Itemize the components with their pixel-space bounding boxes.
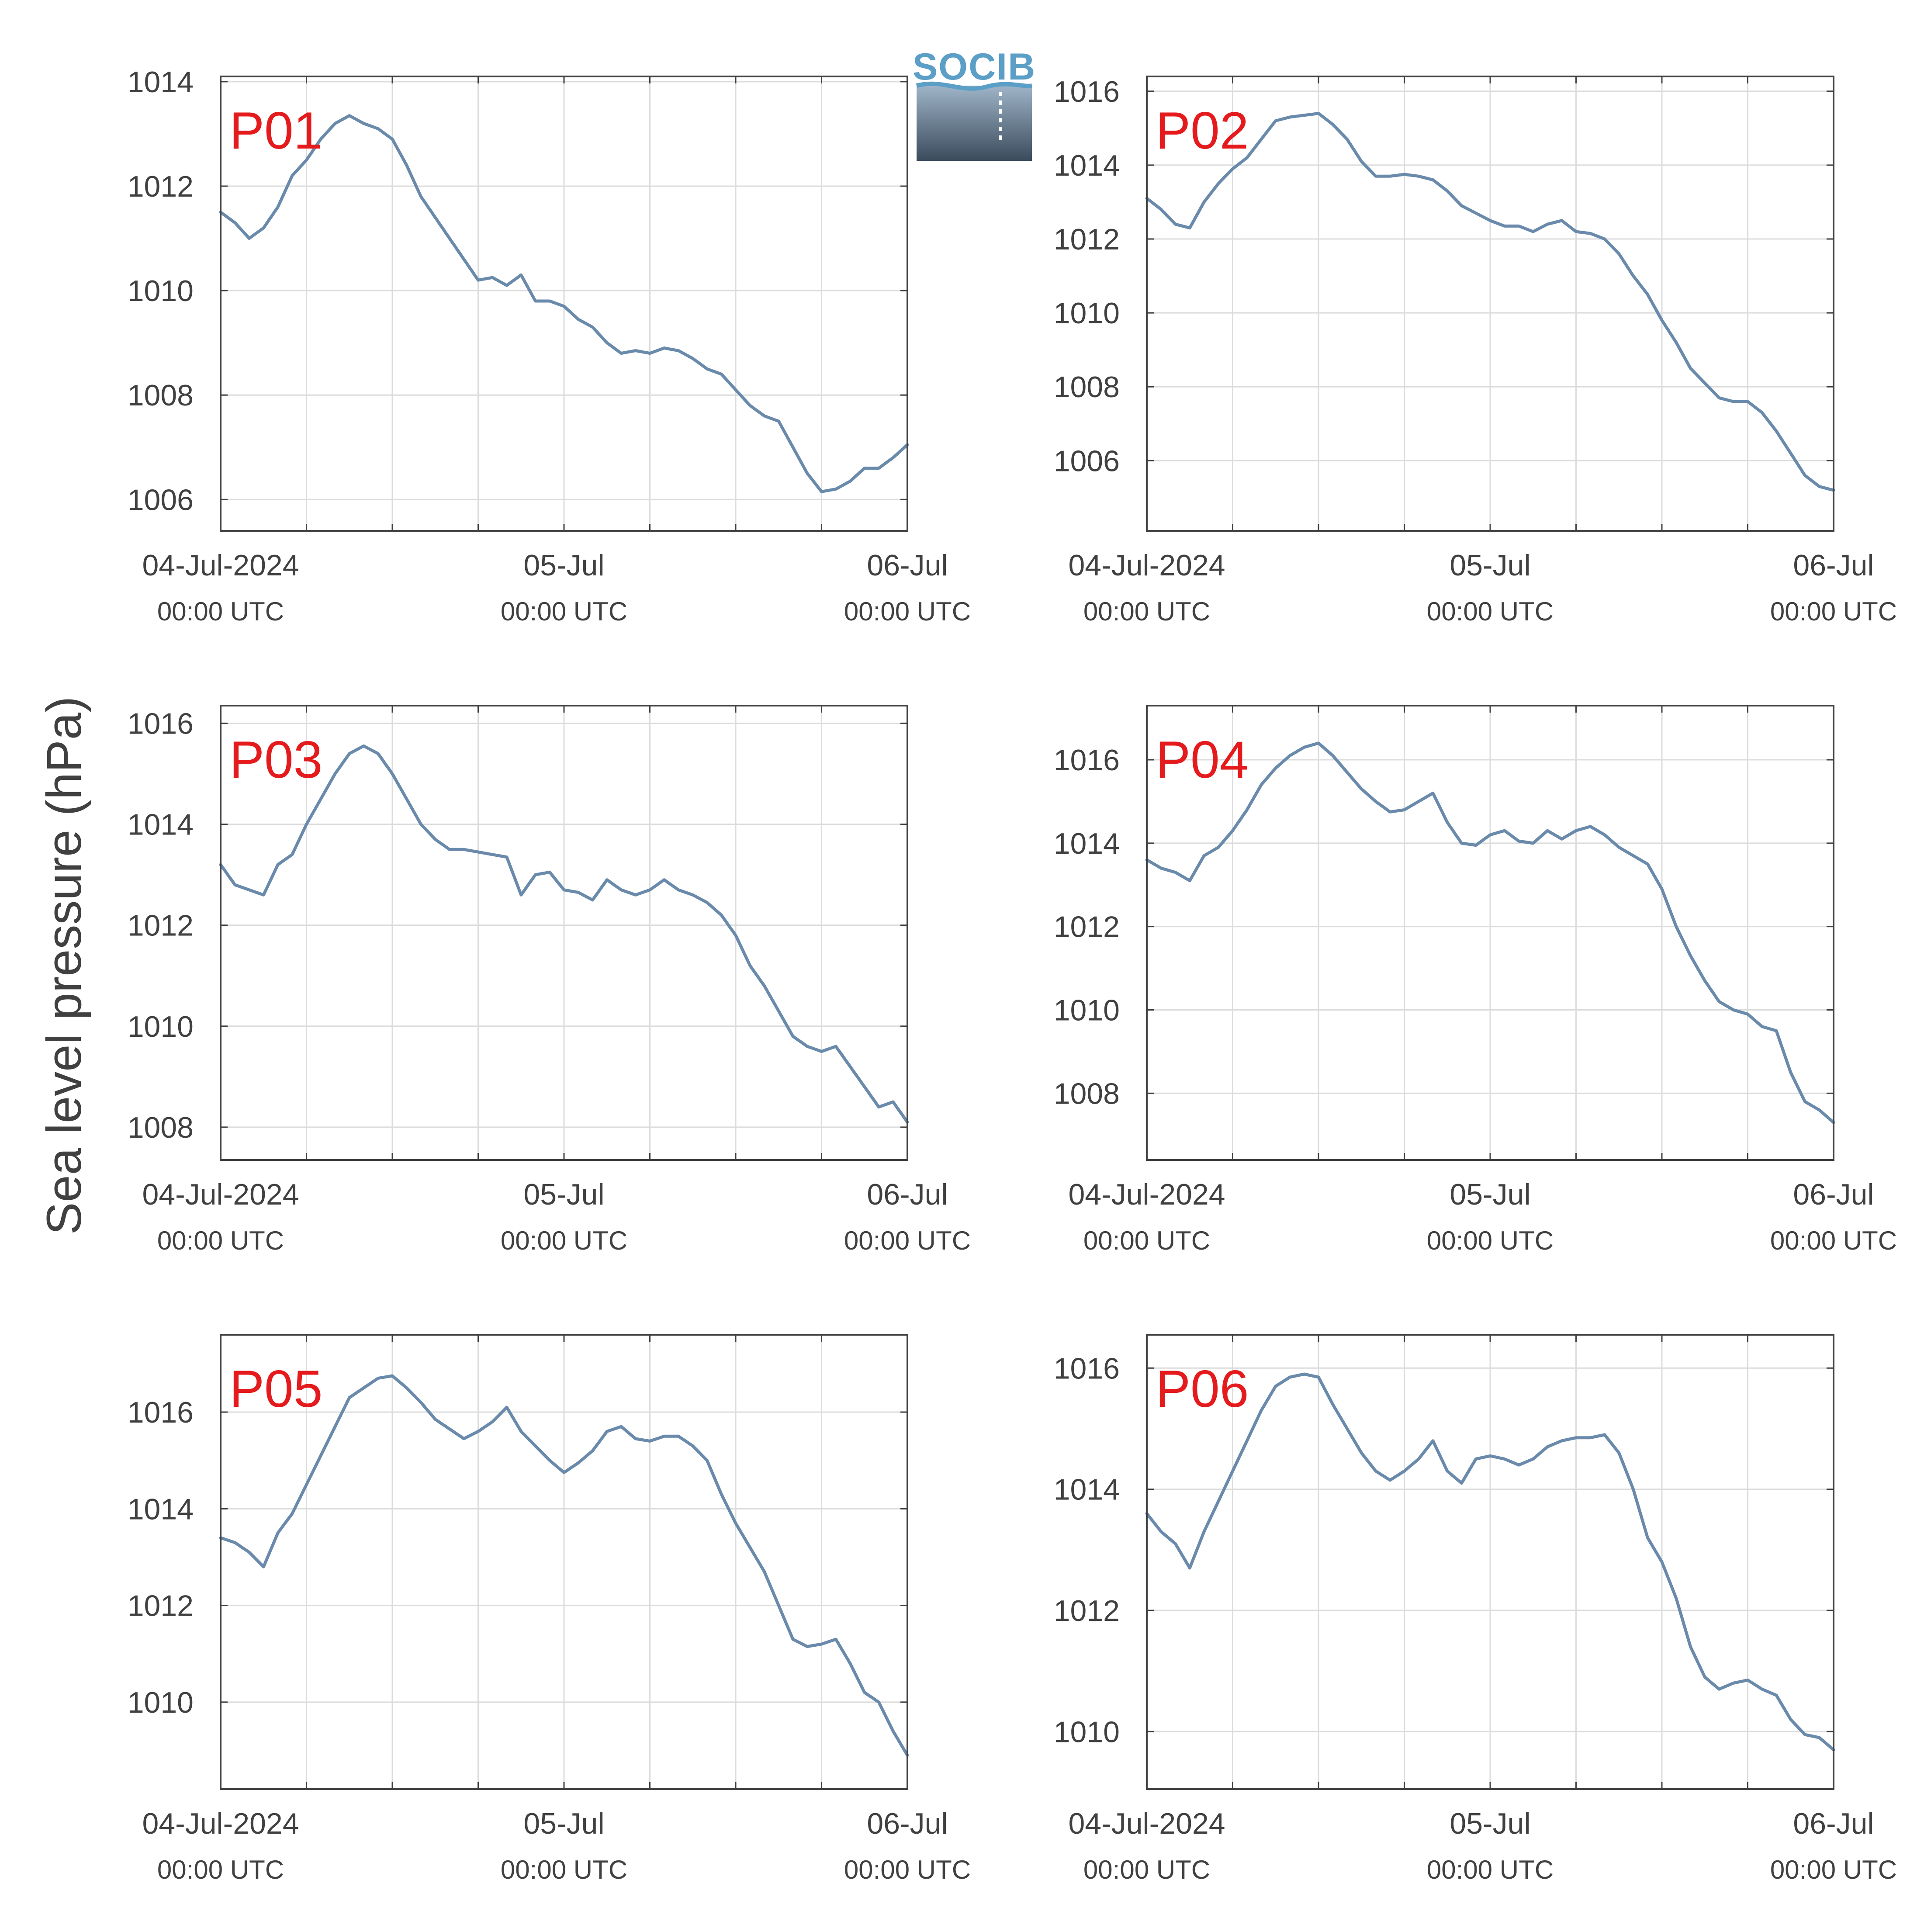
y-tick-label: 1014 [1054, 149, 1120, 182]
axes-frame [220, 705, 908, 1161]
series-line [1145, 741, 1835, 1124]
x-tick-label: 04-Jul-2024 [142, 549, 299, 582]
panel-title: P04 [1156, 731, 1249, 789]
y-tick-label: 1010 [1054, 1715, 1120, 1748]
panel-p01: 1006 1008 1010 1012 1014 04-Jul-2024 00:00 UTC… [128, 66, 971, 626]
axes-frame [1146, 1334, 1834, 1790]
x-tick-sublabel: 00:00 UTC [844, 1855, 971, 1884]
x-tick-label: 06-Jul [1793, 1807, 1874, 1840]
x-tick-label: 06-Jul [867, 1807, 948, 1840]
y-tick-label: 1010 [1054, 297, 1120, 330]
y-tick-label: 1006 [128, 483, 194, 516]
panel-p06: 1010 1012 1014 1016 04-Jul-2024 00:00 UTC 05-J… [1054, 1334, 1897, 1884]
panel-title: P01 [229, 101, 323, 160]
x-tick-label: 05-Jul [523, 1178, 604, 1211]
y-tick-label: 1008 [1054, 1077, 1120, 1110]
x-tick-sublabel: 00:00 UTC [1427, 1855, 1554, 1884]
y-tick-label: 1014 [1054, 827, 1120, 860]
y-tick-label: 1014 [128, 1492, 194, 1526]
y-tick-label: 1008 [128, 379, 194, 412]
y-tick-label: 1012 [128, 1589, 194, 1623]
y-tick-label: 1016 [1054, 1352, 1120, 1385]
x-tick-sublabel: 00:00 UTC [1427, 597, 1554, 626]
x-tick-label: 04-Jul-2024 [142, 1178, 299, 1211]
y-tick-label: 1012 [128, 909, 194, 942]
logo-block [917, 86, 1032, 161]
series-line [1145, 112, 1835, 492]
x-tick-sublabel: 00:00 UTC [157, 1855, 284, 1884]
axes-frame [1146, 705, 1834, 1161]
x-tick-sublabel: 00:00 UTC [844, 597, 971, 626]
panel-title: P06 [1156, 1360, 1249, 1418]
y-tick-label: 1014 [128, 66, 194, 99]
socib-logo: SOCIB [913, 46, 1036, 161]
panel-title: P03 [229, 731, 323, 789]
x-tick-label: 06-Jul [1793, 549, 1874, 582]
y-tick-label: 1008 [1054, 370, 1120, 404]
x-tick-sublabel: 00:00 UTC [1770, 597, 1897, 626]
x-tick-label: 04-Jul-2024 [142, 1807, 299, 1840]
x-tick-sublabel: 00:00 UTC [501, 597, 627, 626]
y-tick-label: 1010 [128, 1010, 194, 1043]
panel-p03: 1008 1010 1012 1014 1016 04-Jul-2024 00:00 UTC… [128, 705, 971, 1255]
series-line [219, 1374, 909, 1757]
series-line [219, 114, 909, 493]
axes-frame [220, 1334, 908, 1790]
x-tick-sublabel: 00:00 UTC [1770, 1855, 1897, 1884]
x-tick-sublabel: 00:00 UTC [1427, 1226, 1554, 1255]
y-tick-label: 1010 [1054, 994, 1120, 1027]
x-tick-sublabel: 00:00 UTC [844, 1226, 971, 1255]
y-tick-label: 1016 [128, 1396, 194, 1429]
x-tick-label: 06-Jul [867, 549, 948, 582]
y-tick-label: 1012 [1054, 1594, 1120, 1627]
y-tick-label: 1014 [128, 808, 194, 841]
x-tick-label: 04-Jul-2024 [1068, 549, 1225, 582]
x-tick-label: 04-Jul-2024 [1068, 1178, 1225, 1211]
logo-text: SOCIB [913, 46, 1036, 88]
y-tick-label: 1010 [128, 1686, 194, 1719]
x-tick-sublabel: 00:00 UTC [1083, 597, 1210, 626]
y-tick-label: 1012 [1054, 911, 1120, 944]
panel-title: P05 [229, 1360, 323, 1418]
panel-title: P02 [1156, 101, 1249, 160]
x-tick-label: 05-Jul [1450, 549, 1530, 582]
chart-panels: 1006 1008 1010 1012 1014 04-Jul-2024 00:00 UTC… [128, 66, 1897, 1884]
x-tick-sublabel: 00:00 UTC [501, 1226, 627, 1255]
y-tick-label: 1008 [128, 1111, 194, 1144]
series-line [1145, 1372, 1835, 1752]
panel-p02: 1006 1008 1010 1012 1014 1016 04-Jul-2024 00:00… [1054, 75, 1897, 626]
y-tick-label: 1010 [128, 274, 194, 308]
y-tick-label: 1016 [1054, 744, 1120, 777]
y-tick-label: 1012 [128, 170, 194, 203]
y-tick-label: 1014 [1054, 1473, 1120, 1506]
series-line [219, 744, 909, 1124]
x-tick-label: 05-Jul [523, 1807, 604, 1840]
x-tick-sublabel: 00:00 UTC [157, 597, 284, 626]
panel-p04: 1008 1010 1012 1014 1016 04-Jul-2024 00:00 UTC… [1054, 705, 1897, 1255]
axes-frame [220, 76, 908, 532]
x-tick-sublabel: 00:00 UTC [1083, 1855, 1210, 1884]
x-tick-sublabel: 00:00 UTC [1083, 1226, 1210, 1255]
x-tick-sublabel: 00:00 UTC [501, 1855, 627, 1884]
y-tick-label: 1012 [1054, 223, 1120, 256]
x-tick-sublabel: 00:00 UTC [157, 1226, 284, 1255]
axes-frame [1146, 76, 1834, 532]
y-tick-label: 1016 [128, 707, 194, 740]
x-tick-sublabel: 00:00 UTC [1770, 1226, 1897, 1255]
y-tick-label: 1006 [1054, 444, 1120, 478]
x-tick-label: 04-Jul-2024 [1068, 1807, 1225, 1840]
x-tick-label: 06-Jul [867, 1178, 948, 1211]
x-tick-label: 05-Jul [1450, 1178, 1530, 1211]
x-tick-label: 05-Jul [523, 549, 604, 582]
y-tick-label: 1016 [1054, 75, 1120, 108]
panel-p05: 1010 1012 1014 1016 04-Jul-2024 00:00 UTC 05-J… [128, 1334, 971, 1884]
x-tick-label: 06-Jul [1793, 1178, 1874, 1211]
y-axis-label: Sea level pressure (hPa) [37, 696, 91, 1235]
logo-wave [916, 81, 1032, 91]
x-tick-label: 05-Jul [1450, 1807, 1530, 1840]
